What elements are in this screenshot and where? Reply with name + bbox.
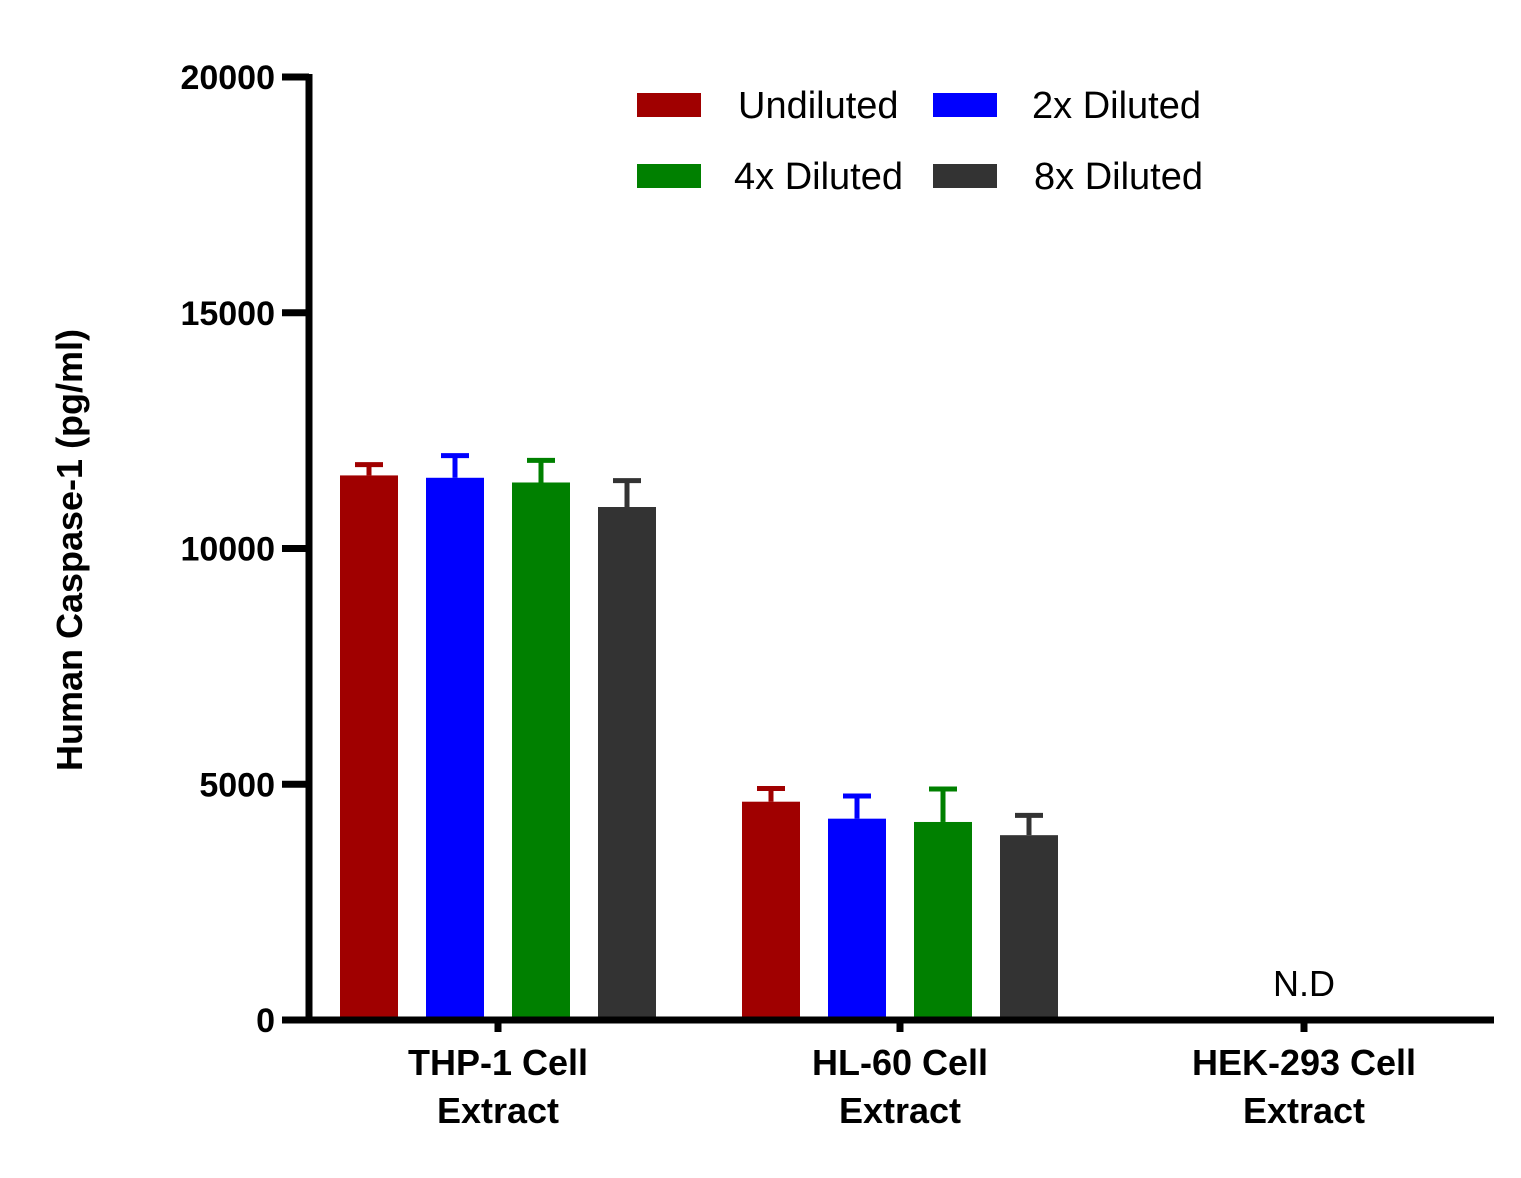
legend-label-1: Undiluted [738,85,899,127]
category-label-1: THP-1 Cell Extract [408,1042,588,1131]
axes-layer [305,74,1494,1024]
legend-label-2: 2x Diluted [1032,85,1201,127]
annotation-nd: N.D [1273,963,1335,1004]
legend-swatch-4 [933,164,997,188]
category-label-line-2-1: HL-60 Cell [812,1042,988,1083]
bar-1-1 [340,475,398,1021]
category-label-2: HL-60 Cell Extract [812,1042,988,1131]
y-tick-label-15000: 15000 [180,295,275,333]
y-tick-label-10000: 10000 [180,531,275,569]
bar-4-1 [598,507,656,1020]
legend-swatch-3 [637,164,701,188]
bar-4-2 [1000,835,1058,1020]
bar-2-2 [828,818,886,1020]
ticks-layer: 0 5000 10000 15000 20000 [180,59,1308,1040]
legend-label-3: 4x Diluted [734,156,903,198]
legend-label-4: 8x Diluted [1034,156,1203,198]
legend-swatch-1 [637,93,701,117]
legend: Undiluted 2x Diluted 4x Diluted 8x Diluted [637,85,1203,198]
annotations-layer: N.D [1273,963,1335,1004]
category-label-line-1-2: Extract [437,1090,559,1131]
legend-swatch-2 [933,93,997,117]
bar-2-1 [426,477,484,1020]
y-tick-label-0: 0 [256,1002,275,1040]
y-tick-label-20000: 20000 [180,59,275,97]
y-axis-title: Human Caspase-1 (pg/ml) [49,329,90,771]
error-bars-layer [355,453,1043,836]
y-tick-label-5000: 5000 [199,766,275,804]
category-label-line-3-2: Extract [1243,1090,1365,1131]
category-label-line-1-1: THP-1 Cell [408,1042,588,1083]
bars-layer [340,475,1058,1021]
category-label-3: HEK-293 Cell Extract [1192,1042,1416,1131]
bar-1-2 [742,801,800,1020]
y-axis-title-group: Human Caspase-1 (pg/ml) [49,329,90,771]
bar-3-1 [512,482,570,1020]
category-label-line-3-1: HEK-293 Cell [1192,1042,1416,1083]
bar-3-2 [914,821,972,1020]
category-label-line-2-2: Extract [839,1090,961,1131]
